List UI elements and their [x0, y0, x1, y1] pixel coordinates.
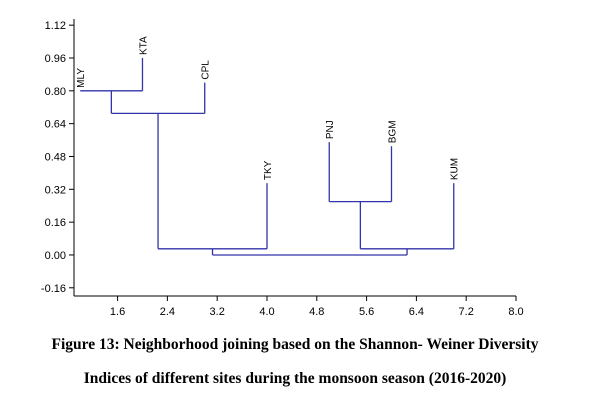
y-tick-label: 0.00 — [45, 250, 66, 262]
x-tick-label: 1.6 — [110, 306, 125, 318]
dendrogram-chart: 1.12 0.96 0.80 0.64 0.48 0.32 0.16 0.00 -0.16 1.6… — [41, 19, 524, 318]
y-tick-label: -0.16 — [41, 283, 66, 295]
plot-area: 1.12 0.96 0.80 0.64 0.48 0.32 0.16 0.00 -0.16 1.6… — [41, 19, 524, 318]
x-tick-label: 2.4 — [160, 306, 175, 318]
y-tick-label: 0.96 — [45, 53, 66, 65]
figure-caption-line-2: Indices of different sites during the mo… — [83, 370, 507, 387]
x-tick-label: 3.2 — [210, 306, 225, 318]
x-tick-label: 8.0 — [508, 306, 523, 318]
x-tick-label: 6.4 — [409, 306, 424, 318]
leaf-label-kta: KTA — [138, 36, 149, 55]
y-tick-label: 0.64 — [45, 119, 66, 131]
y-tick-label: 0.80 — [45, 86, 66, 98]
leaf-label-cpl: CPL — [201, 60, 212, 80]
x-tick-label: 4.0 — [259, 306, 274, 318]
leaf-label-bgm: BGM — [387, 120, 398, 143]
y-tick-label: 0.48 — [45, 151, 66, 163]
y-tick-label: 1.12 — [45, 20, 66, 32]
leaf-label-kum: KUM — [450, 158, 461, 180]
y-tick-label: 0.16 — [45, 217, 66, 229]
leaf-label-pnj: PNJ — [325, 120, 336, 139]
leaf-label-mly: MLY — [76, 68, 87, 88]
x-tick-label: 7.2 — [459, 306, 474, 318]
leaf-label-tky: TKY — [263, 160, 274, 180]
y-tick-label: 0.32 — [45, 184, 66, 196]
figure-caption-line-1: Figure 13: Neighborhood joining based on… — [51, 336, 539, 353]
x-tick-label: 4.8 — [309, 306, 324, 318]
x-tick-label: 5.6 — [359, 306, 374, 318]
